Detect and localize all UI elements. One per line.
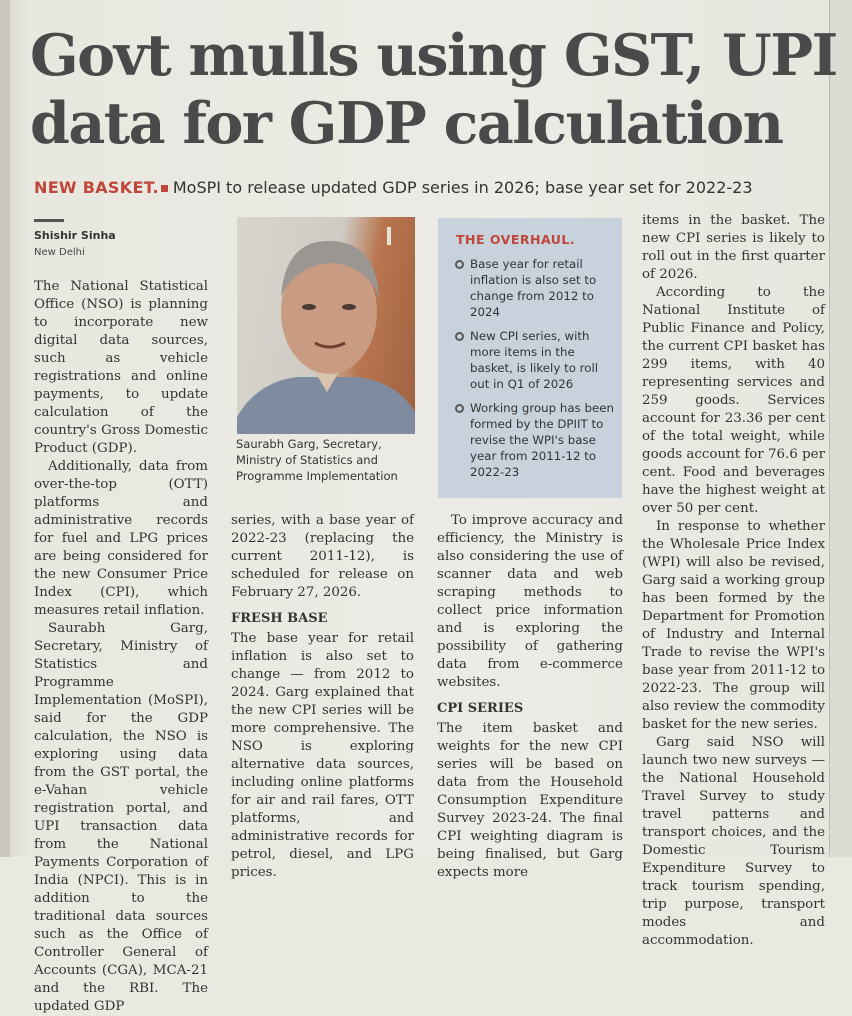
column-1: The National Statistical Office (NSO) is… (34, 278, 208, 1016)
column-2: series, with a base year of 2022-23 (rep… (231, 512, 414, 882)
left-page-edge (0, 0, 10, 857)
paragraph: Saurabh Garg, Secretary, Ministry of Sta… (34, 621, 208, 1014)
overhaul-title: THE OVERHAUL. (456, 232, 576, 247)
photo-caption: Saurabh Garg, Secretary, Ministry of Sta… (236, 437, 398, 483)
paragraph: The base year for retail inflation is al… (231, 631, 414, 880)
bullet-icon (455, 404, 464, 413)
headline-line-2: data for GDP calculation (30, 90, 784, 157)
paragraph: In response to whether the Wholesale Pri… (642, 519, 825, 732)
list-item: Base year for retail inflation is also s… (454, 256, 614, 320)
portrait-illustration (237, 227, 415, 434)
list-item-text: Working group has been formed by the DPI… (470, 401, 614, 479)
subheading-cpi-series: CPI SERIES (437, 701, 524, 716)
deck-text: MoSPI to release updated GDP series in 2… (172, 178, 753, 197)
list-item-text: Base year for retail inflation is also s… (470, 257, 597, 319)
bullet-icon (455, 332, 464, 341)
subheading-fresh-base: FRESH BASE (231, 611, 328, 626)
list-item: Working group has been formed by the DPI… (454, 400, 614, 480)
paragraph: According to the National Institute of P… (642, 285, 825, 516)
paragraph: Additionally, data from over-the-top (OT… (34, 459, 208, 618)
headline-line-1: Govt mulls using GST, UPI (30, 22, 838, 89)
column-4: items in the basket. The new CPI series … (642, 212, 825, 950)
column-3: To improve accuracy and efficiency, the … (437, 512, 623, 882)
bullet-icon (455, 260, 464, 269)
list-item: New CPI series, with more items in the b… (454, 328, 614, 392)
deck: NEW BASKET. MoSPI to release updated GDP … (34, 178, 834, 197)
byline-author: Shishir Sinha (34, 229, 116, 242)
byline-rule (34, 219, 64, 222)
list-item-text: New CPI series, with more items in the b… (470, 329, 599, 391)
paragraph: items in the basket. The new CPI series … (642, 213, 825, 282)
dateline: New Delhi (34, 247, 85, 258)
deck-tag: NEW BASKET. (34, 178, 159, 197)
paragraph: To improve accuracy and efficiency, the … (437, 513, 623, 690)
paragraph: The item basket and weights for the new … (437, 721, 623, 880)
headline: Govt mulls using GST, UPI data for GDP c… (30, 22, 838, 158)
paragraph: The National Statistical Office (NSO) is… (34, 279, 208, 456)
photo-saurabh-garg (237, 217, 415, 434)
paragraph: Garg said NSO will launch two new survey… (642, 735, 825, 948)
square-bullet-icon (160, 185, 168, 192)
overhaul-box: THE OVERHAUL. Base year for retail infla… (438, 218, 622, 498)
paragraph: series, with a base year of 2022-23 (rep… (231, 513, 414, 600)
adjacent-page-edge (829, 0, 852, 857)
overhaul-list: Base year for retail inflation is also s… (454, 256, 614, 488)
